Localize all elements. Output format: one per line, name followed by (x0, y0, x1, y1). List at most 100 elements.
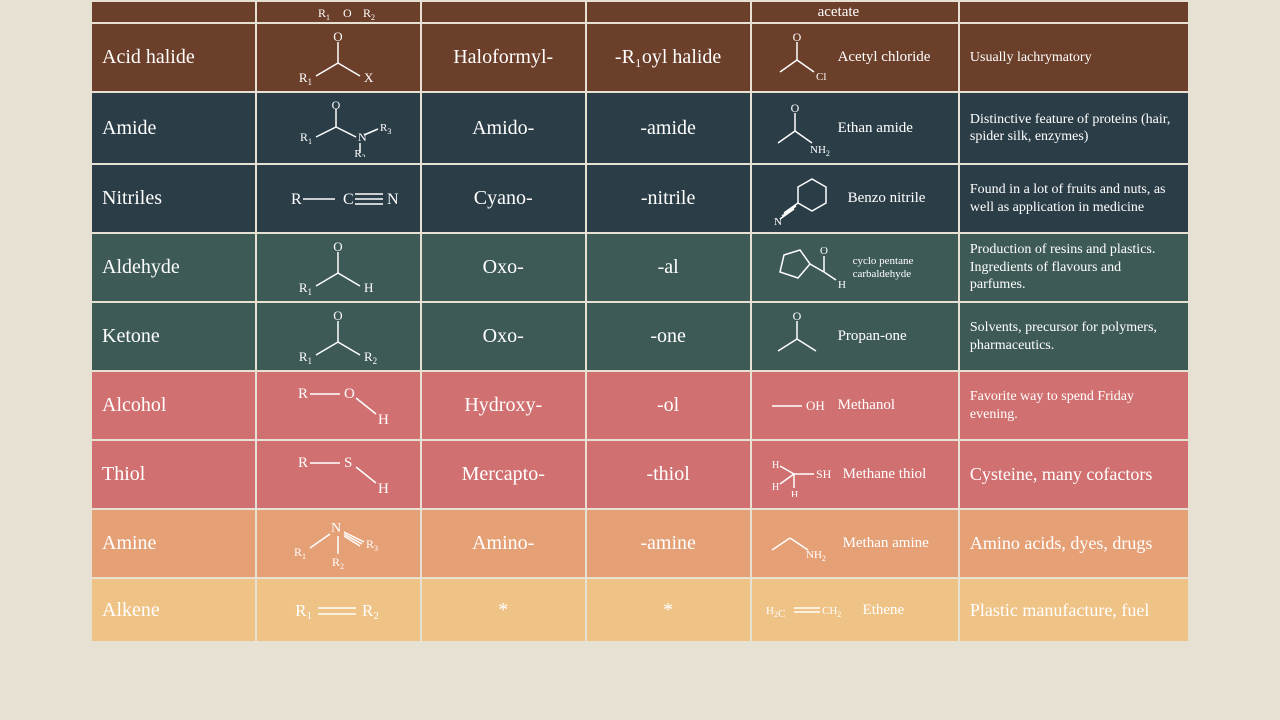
svg-text:X: X (364, 70, 374, 85)
group-notes: Usually lachrymatory (960, 24, 1188, 91)
svg-text:O: O (334, 30, 343, 44)
group-suffix: -amide (587, 93, 750, 163)
functional-groups-table: R1OR2 acetate Acid halide O R1 X Halofor… (90, 0, 1190, 643)
group-name: Ketone (92, 303, 255, 370)
group-suffix: -al (587, 234, 750, 301)
group-name: Amide (92, 93, 255, 163)
group-example: N Benzo nitrile (752, 165, 958, 232)
group-name: Amine (92, 510, 255, 577)
group-prefix: Oxo- (422, 303, 585, 370)
example-label: cyclo pentane carbaldehyde (853, 255, 948, 279)
example-structure-icon: H H H SH (762, 452, 837, 497)
svg-text:N: N (331, 521, 341, 536)
svg-text:N: N (774, 216, 782, 226)
example-structure-icon: NH2 (762, 524, 837, 564)
group-prefix: Mercapto- (422, 441, 585, 508)
example-structure-icon: O (762, 309, 832, 364)
stub-suffix (587, 2, 750, 22)
example-label: Methane thiol (843, 466, 927, 483)
svg-text:H: H (772, 482, 779, 493)
group-structure: R1 R2 (257, 579, 420, 641)
svg-text:Cl: Cl (816, 71, 826, 83)
example-structure-icon: N (762, 171, 842, 226)
svg-text:CH2: CH2 (822, 605, 841, 619)
table-row: Alcohol R O H Hydroxy- -ol OH Methanol F… (92, 372, 1188, 439)
group-prefix: Hydroxy- (422, 372, 585, 439)
group-structure: R C N (257, 165, 420, 232)
group-example: O Cl Acetyl chloride (752, 24, 958, 91)
svg-text:R1: R1 (318, 6, 330, 21)
stub-notes (960, 2, 1188, 22)
svg-text:O: O (792, 30, 801, 44)
svg-text:R2: R2 (364, 349, 377, 364)
svg-text:R1: R1 (299, 70, 312, 85)
group-name: Aldehyde (92, 234, 255, 301)
group-prefix: Amido- (422, 93, 585, 163)
svg-text:H: H (378, 412, 389, 428)
group-structure: N R1 R2 R3 (257, 510, 420, 577)
table-row: Ketone O R1 R2 Oxo- -one O Propan-one So… (92, 303, 1188, 370)
group-name: Nitriles (92, 165, 255, 232)
svg-text:R3: R3 (366, 537, 378, 553)
svg-text:NH2: NH2 (806, 549, 826, 563)
example-label: Methan amine (843, 535, 929, 552)
group-prefix: * (422, 579, 585, 641)
group-example: OH Methanol (752, 372, 958, 439)
group-notes: Amino acids, dyes, drugs (960, 510, 1188, 577)
stub-name (92, 2, 255, 22)
svg-text:R1: R1 (299, 280, 312, 295)
example-structure-icon: O Cl (762, 30, 832, 85)
example-label: Propan-one (838, 328, 907, 345)
svg-text:O: O (343, 6, 352, 20)
example-label: Benzo nitrile (848, 190, 926, 207)
group-structure: R O H (257, 372, 420, 439)
example-structure-icon: O NH2 (762, 101, 832, 156)
svg-text:O: O (820, 245, 828, 257)
group-notes: Production of resins and plastics. Ingre… (960, 234, 1188, 301)
svg-text:R3: R3 (380, 122, 391, 136)
group-example: O H cyclo pentane carbaldehyde (752, 234, 958, 301)
table-row: Thiol R S H Mercapto- -thiol H H H SH Me… (92, 441, 1188, 508)
svg-text:C: C (343, 191, 354, 208)
group-example: O Propan-one (752, 303, 958, 370)
group-name: Alcohol (92, 372, 255, 439)
table-row: Nitriles R C N Cyano- -nitrile N Benzo n… (92, 165, 1188, 232)
group-suffix: -one (587, 303, 750, 370)
svg-text:O: O (332, 99, 341, 112)
group-example: NH2 Methan amine (752, 510, 958, 577)
svg-text:R2: R2 (363, 6, 375, 21)
group-suffix: * (587, 579, 750, 641)
group-structure: O R1 R2 (257, 303, 420, 370)
table-row: Alkene R1 R2 * * H2C CH2 Ethene Plastic … (92, 579, 1188, 641)
group-structure: O R1 X (257, 24, 420, 91)
svg-text:H2C: H2C (766, 605, 785, 620)
group-name: Acid halide (92, 24, 255, 91)
stub-prefix (422, 2, 585, 22)
group-suffix: -nitrile (587, 165, 750, 232)
group-structure: O R1 H (257, 234, 420, 301)
example-label: Acetyl chloride (838, 49, 931, 66)
svg-text:N: N (358, 130, 367, 144)
svg-text:R1: R1 (300, 130, 312, 146)
group-structure: R S H (257, 441, 420, 508)
group-name: Thiol (92, 441, 255, 508)
example-structure-icon: O H (762, 240, 847, 295)
table-row: Amine N R1 R2 R3 Amino- -amine NH2 Metha… (92, 510, 1188, 577)
svg-text:H: H (791, 490, 798, 497)
svg-text:R: R (298, 455, 308, 471)
group-structure: O R1 N R3 R2 (257, 93, 420, 163)
group-prefix: Cyano- (422, 165, 585, 232)
svg-text:R1: R1 (299, 349, 312, 364)
table-row: Aldehyde O R1 H Oxo- -al O H cyclo penta… (92, 234, 1188, 301)
example-label: Ethene (863, 602, 905, 619)
example-structure-icon: H2C CH2 (762, 597, 857, 623)
svg-text:R1: R1 (294, 545, 306, 561)
group-notes: Cysteine, many cofactors (960, 441, 1188, 508)
svg-text:NH2: NH2 (810, 144, 830, 156)
group-notes: Solvents, precursor for polymers, pharma… (960, 303, 1188, 370)
group-name: Alkene (92, 579, 255, 641)
table-row: Amide O R1 N R3 R2 Amido- -amide O NH2 E… (92, 93, 1188, 163)
svg-text:O: O (792, 309, 801, 323)
svg-text:O: O (334, 240, 343, 254)
stub-structure: R1 O R2 (257, 2, 420, 22)
